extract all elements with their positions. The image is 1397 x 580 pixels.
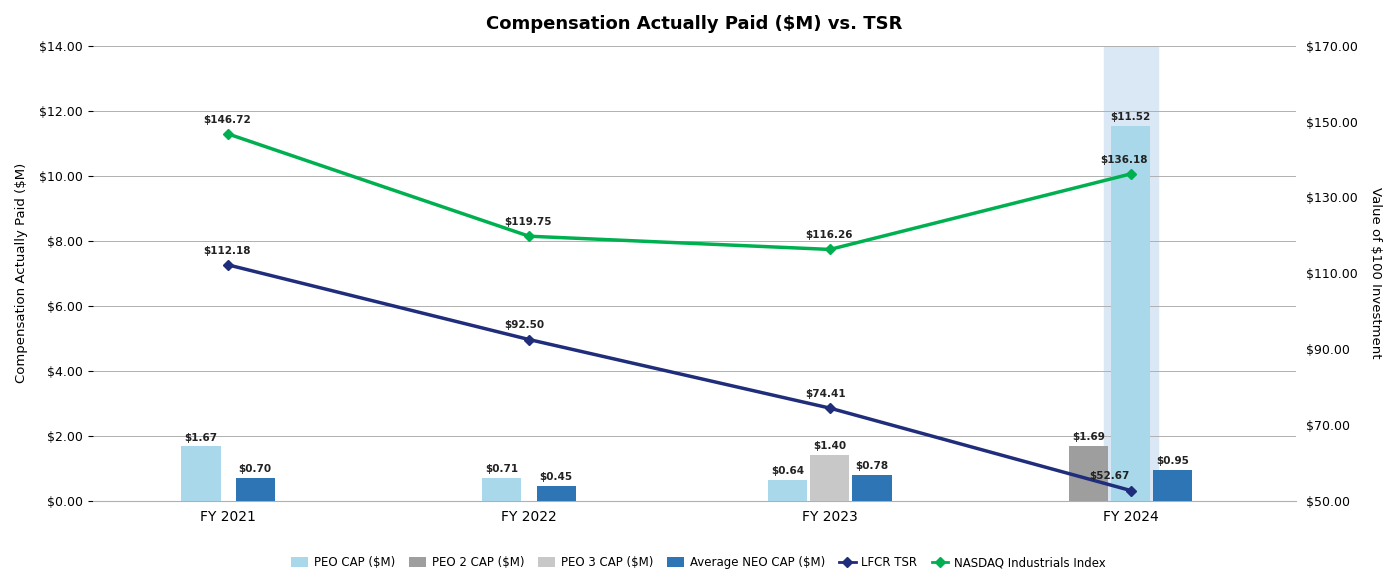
Bar <box>1104 46 1158 501</box>
Bar <box>1111 126 1150 501</box>
Text: $74.41: $74.41 <box>805 389 845 399</box>
Y-axis label: Value of $100 Investment: Value of $100 Investment <box>1369 187 1382 359</box>
Text: $116.26: $116.26 <box>805 230 852 240</box>
Y-axis label: Compensation Actually Paid ($M): Compensation Actually Paid ($M) <box>15 163 28 383</box>
Bar <box>536 486 576 501</box>
Bar <box>182 447 221 501</box>
Bar <box>1069 446 1108 501</box>
Text: $119.75: $119.75 <box>504 217 552 227</box>
Text: $112.18: $112.18 <box>203 246 250 256</box>
Text: $92.50: $92.50 <box>504 320 545 331</box>
Bar <box>810 455 849 501</box>
Text: $1.67: $1.67 <box>184 433 218 443</box>
Bar <box>482 477 521 501</box>
Text: $0.71: $0.71 <box>485 463 518 474</box>
Text: $146.72: $146.72 <box>203 115 251 125</box>
Text: $0.78: $0.78 <box>855 462 888 472</box>
Text: $0.64: $0.64 <box>771 466 805 476</box>
Text: $136.18: $136.18 <box>1101 155 1148 165</box>
Text: $52.67: $52.67 <box>1090 472 1130 481</box>
Text: $11.52: $11.52 <box>1111 113 1151 122</box>
Bar <box>1154 470 1193 501</box>
Text: $0.70: $0.70 <box>239 464 272 474</box>
Legend: PEO CAP ($M), PEO 2 CAP ($M), PEO 3 CAP ($M), Average NEO CAP ($M), LFCR TSR, NA: PEO CAP ($M), PEO 2 CAP ($M), PEO 3 CAP … <box>286 552 1111 574</box>
Title: Compensation Actually Paid ($M) vs. TSR: Compensation Actually Paid ($M) vs. TSR <box>486 15 902 33</box>
Text: $1.40: $1.40 <box>813 441 847 451</box>
Bar <box>768 480 807 501</box>
Text: $0.45: $0.45 <box>539 472 573 482</box>
Text: $1.69: $1.69 <box>1073 432 1105 442</box>
Bar <box>852 476 891 501</box>
Text: $0.95: $0.95 <box>1157 456 1189 466</box>
Bar <box>236 478 275 501</box>
